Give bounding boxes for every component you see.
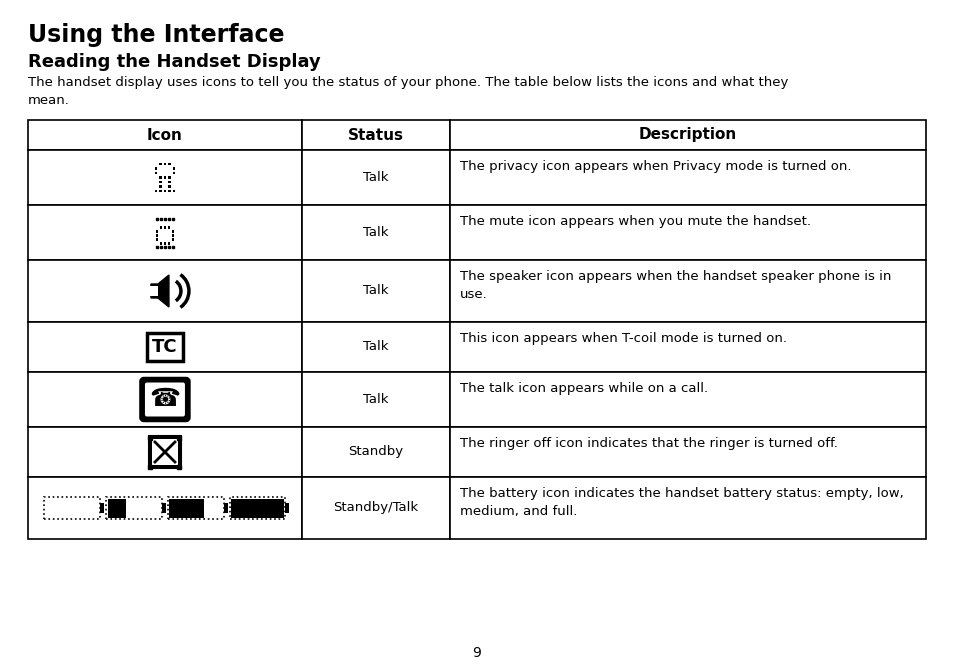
Text: ☎: ☎ (150, 387, 180, 411)
Bar (160, 226, 162, 228)
Bar (301, 477, 450, 539)
Bar (168, 190, 171, 192)
Bar (301, 205, 450, 260)
FancyBboxPatch shape (141, 379, 189, 420)
Bar (159, 163, 161, 165)
Bar (450, 205, 925, 260)
Bar (100, 503, 104, 513)
Bar (106, 497, 162, 519)
Bar (108, 498, 126, 518)
Text: The handset display uses icons to tell you the status of your phone. The table b: The handset display uses icons to tell y… (28, 76, 787, 107)
Bar (152, 439, 178, 465)
Bar (159, 181, 161, 183)
Bar (172, 234, 173, 236)
Bar (172, 190, 175, 192)
Bar (160, 242, 162, 244)
Bar (28, 150, 301, 205)
Bar (450, 372, 925, 427)
Bar (168, 185, 171, 188)
Text: Talk: Talk (363, 226, 388, 239)
Bar (45, 497, 100, 519)
Bar (28, 120, 301, 150)
Text: Status: Status (348, 128, 403, 142)
Bar (450, 477, 925, 539)
Bar (168, 176, 171, 179)
Bar (450, 120, 925, 150)
Bar (301, 372, 450, 427)
Bar (154, 190, 157, 192)
Bar (301, 260, 450, 322)
Text: 9: 9 (472, 646, 481, 660)
Bar (301, 150, 450, 205)
FancyBboxPatch shape (145, 383, 185, 417)
Text: This icon appears when T-coil mode is turned on.: This icon appears when T-coil mode is tu… (459, 332, 786, 345)
Text: Using the Interface: Using the Interface (28, 23, 284, 47)
Text: TC: TC (152, 338, 177, 356)
Text: Talk: Talk (363, 341, 388, 353)
Bar (450, 150, 925, 205)
Bar (159, 190, 161, 192)
Text: Reading the Handset Display: Reading the Handset Display (28, 53, 320, 71)
Text: The speaker icon appears when the handset speaker phone is in
use.: The speaker icon appears when the handse… (459, 270, 890, 301)
Bar (154, 172, 157, 174)
Bar (28, 260, 301, 322)
Bar (172, 172, 175, 174)
Text: Talk: Talk (363, 171, 388, 184)
Bar (155, 230, 158, 232)
Text: The ringer off icon indicates that the ringer is turned off.: The ringer off icon indicates that the r… (459, 437, 837, 450)
Text: Talk: Talk (363, 285, 388, 297)
Bar (172, 167, 175, 170)
Bar (159, 185, 161, 188)
Text: Standby/Talk: Standby/Talk (333, 502, 418, 514)
Text: The mute icon appears when you mute the handset.: The mute icon appears when you mute the … (459, 215, 810, 228)
Bar (155, 238, 158, 240)
Bar (155, 234, 158, 236)
Bar (231, 498, 284, 518)
Bar (164, 176, 166, 179)
Bar (164, 190, 166, 192)
Bar (28, 322, 301, 372)
Bar (172, 230, 173, 232)
Text: Icon: Icon (147, 128, 183, 142)
Bar (285, 503, 289, 513)
Bar (301, 322, 450, 372)
Text: The talk icon appears while on a call.: The talk icon appears while on a call. (459, 382, 707, 395)
Bar (168, 242, 170, 244)
Text: Description: Description (639, 128, 737, 142)
Bar (28, 477, 301, 539)
Bar (162, 503, 166, 513)
Bar (450, 260, 925, 322)
Bar (450, 322, 925, 372)
Bar (168, 497, 223, 519)
Bar (149, 286, 158, 296)
Bar (223, 503, 228, 513)
Bar (164, 226, 166, 228)
Bar (28, 372, 301, 427)
Bar (168, 181, 171, 183)
Bar (168, 163, 171, 165)
Bar (168, 226, 170, 228)
Bar (230, 497, 285, 519)
Bar (164, 163, 166, 165)
Text: The privacy icon appears when Privacy mode is turned on.: The privacy icon appears when Privacy mo… (459, 160, 851, 173)
Bar (170, 498, 204, 518)
Polygon shape (151, 275, 169, 307)
Bar (159, 176, 161, 179)
Text: The battery icon indicates the handset battery status: empty, low,
medium, and f: The battery icon indicates the handset b… (459, 487, 902, 518)
Bar (301, 120, 450, 150)
Bar (154, 167, 157, 170)
Bar (164, 242, 166, 244)
Bar (149, 436, 181, 468)
Bar (147, 333, 183, 361)
Bar (172, 238, 173, 240)
Bar (450, 427, 925, 477)
Text: Standby: Standby (348, 446, 403, 458)
Text: Talk: Talk (363, 393, 388, 406)
Bar (28, 205, 301, 260)
Bar (301, 427, 450, 477)
Bar (28, 427, 301, 477)
